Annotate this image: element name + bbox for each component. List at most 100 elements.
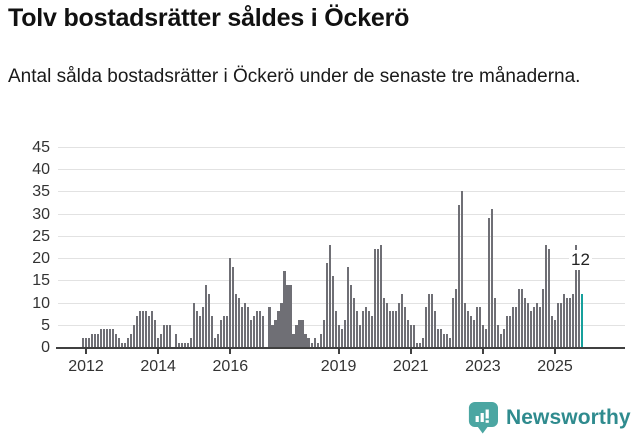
bar: [433, 311, 436, 347]
bar: [376, 249, 379, 347]
bar: [154, 320, 157, 347]
bar: [514, 307, 518, 347]
bar: [271, 324, 274, 347]
gridline: [58, 280, 625, 282]
bar: [451, 298, 454, 347]
bar: [430, 293, 433, 347]
bar: [259, 311, 262, 347]
bar: [361, 311, 364, 347]
bar: [85, 338, 88, 347]
bar: [463, 302, 466, 347]
bar: [505, 315, 509, 347]
x-axis-tick-label: 2012: [68, 358, 104, 375]
newsworthy-logo-text: Newsworthy: [506, 406, 631, 429]
bar: [103, 329, 106, 347]
bar: [475, 307, 478, 347]
bar: [235, 293, 238, 347]
bar: [232, 267, 235, 347]
bar: [253, 315, 256, 347]
bar: [578, 253, 581, 347]
bar: [325, 262, 328, 347]
bar: [241, 307, 244, 347]
gridline: [58, 213, 625, 215]
bar: [557, 302, 560, 347]
bar: [250, 320, 253, 347]
bar: [316, 342, 319, 347]
chart-subtitle: Antal sålda bostadsrätter i Öckerö under…: [8, 66, 581, 87]
bar: [403, 307, 406, 347]
bar: [286, 284, 289, 347]
bar: [358, 324, 361, 347]
bar: [274, 320, 277, 347]
bar: [569, 298, 572, 347]
gridline: [58, 169, 625, 171]
x-axis-tick: [337, 347, 340, 354]
bar: [304, 333, 307, 347]
bar: [283, 271, 286, 347]
bar: [526, 302, 530, 347]
bar: [370, 315, 373, 347]
gridline: [58, 324, 625, 326]
newsworthy-logo[interactable]: Newsworthy: [468, 401, 631, 435]
bar: [238, 298, 241, 347]
bar: [502, 329, 506, 347]
bar: [322, 320, 325, 347]
bar: [130, 333, 133, 347]
value-annotation: 12: [569, 250, 592, 270]
bar: [148, 315, 151, 347]
bar: [575, 244, 578, 347]
bar: [424, 307, 427, 347]
bar: [472, 320, 475, 347]
bar: [277, 311, 280, 347]
x-axis-tick: [409, 347, 412, 354]
bar: [223, 315, 226, 347]
x-axis-tick-label: 2014: [140, 358, 176, 375]
bar: [493, 298, 496, 347]
bar: [364, 307, 367, 347]
bar: [199, 315, 202, 347]
bar: [145, 311, 148, 347]
bar: [139, 311, 142, 347]
bar: [548, 249, 551, 347]
bar: [415, 342, 418, 347]
y-axis-tick-label: 20: [32, 250, 50, 268]
x-axis-tick: [157, 347, 160, 354]
bar: [532, 307, 536, 347]
bar: [163, 324, 166, 347]
bar: [481, 324, 484, 347]
bar-highlighted: [581, 293, 584, 347]
bar: [484, 329, 487, 347]
bar: [112, 329, 115, 347]
bar: [187, 342, 190, 347]
x-axis-tick-label: 2019: [320, 358, 357, 375]
bar: [427, 293, 430, 347]
bar: [289, 284, 292, 347]
bar: [517, 289, 521, 347]
bar: [106, 329, 109, 347]
x-axis-tick-label: 2025: [537, 358, 573, 375]
bar: [394, 311, 397, 347]
bar: [373, 249, 376, 347]
bar: [487, 218, 490, 347]
x-axis-line: [56, 347, 625, 349]
bar: [397, 302, 400, 347]
bar: [535, 302, 539, 347]
bar: [352, 298, 355, 347]
bar: [421, 338, 424, 347]
bar: [367, 311, 370, 347]
bar: [88, 338, 91, 347]
bar: [301, 320, 304, 347]
bar: [313, 338, 316, 347]
bar-chart: 0 5 10 15 20 25 30 35 40 45 2012 2014 2016 2019 2021 2…: [32, 140, 625, 375]
bar: [542, 289, 545, 347]
bar: [91, 333, 94, 347]
x-axis-tick: [481, 347, 484, 354]
bar: [295, 324, 298, 347]
bar: [82, 338, 85, 347]
bar: [490, 209, 493, 347]
y-axis-tick-label: 25: [32, 227, 50, 245]
bar: [445, 333, 448, 347]
bar: [343, 320, 346, 347]
bar: [448, 338, 451, 347]
